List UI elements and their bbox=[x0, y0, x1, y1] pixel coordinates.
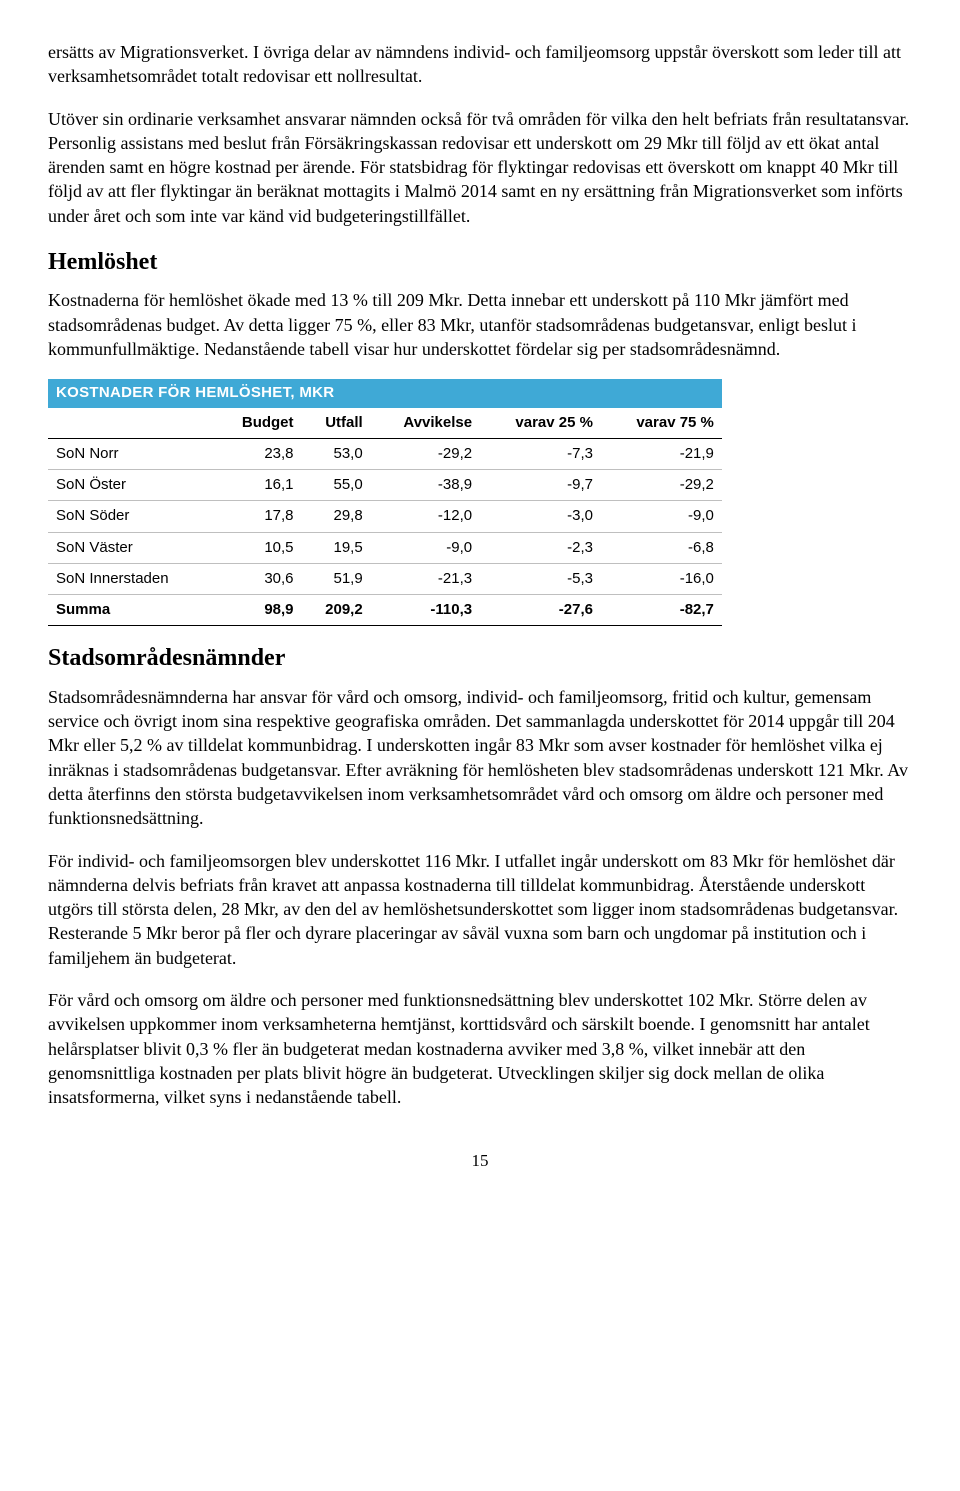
cell: 10,5 bbox=[214, 532, 301, 563]
cell: -3,0 bbox=[480, 501, 601, 532]
cell: -12,0 bbox=[371, 501, 480, 532]
col-varav75: varav 75 % bbox=[601, 408, 722, 439]
cell: 55,0 bbox=[302, 470, 371, 501]
cell: SoN Innerstaden bbox=[48, 563, 214, 594]
col-varav25: varav 25 % bbox=[480, 408, 601, 439]
table-row: SoN Innerstaden 30,6 51,9 -21,3 -5,3 -16… bbox=[48, 563, 722, 594]
col-utfall: Utfall bbox=[302, 408, 371, 439]
cell: -110,3 bbox=[371, 595, 480, 626]
cell: SoN Väster bbox=[48, 532, 214, 563]
table-row: SoN Söder 17,8 29,8 -12,0 -3,0 -9,0 bbox=[48, 501, 722, 532]
paragraph-intro-1: ersätts av Migrationsverket. I övriga de… bbox=[48, 40, 912, 89]
paragraph-stadsomrade-1: Stadsområdesnämnderna har ansvar för vår… bbox=[48, 685, 912, 831]
table-sum-row: Summa 98,9 209,2 -110,3 -27,6 -82,7 bbox=[48, 595, 722, 626]
table-hemloshet-kostnader: KOSTNADER FÖR HEMLÖSHET, MKR Budget Utfa… bbox=[48, 379, 722, 626]
page-number: 15 bbox=[48, 1150, 912, 1173]
cell: 16,1 bbox=[214, 470, 301, 501]
cell: -27,6 bbox=[480, 595, 601, 626]
col-blank bbox=[48, 408, 214, 439]
cell: 17,8 bbox=[214, 501, 301, 532]
paragraph-hemloshet: Kostnaderna för hemlöshet ökade med 13 %… bbox=[48, 288, 912, 361]
cell: -38,9 bbox=[371, 470, 480, 501]
cell: -21,9 bbox=[601, 438, 722, 469]
cell: 23,8 bbox=[214, 438, 301, 469]
cell: SoN Norr bbox=[48, 438, 214, 469]
cell: SoN Söder bbox=[48, 501, 214, 532]
cell: SoN Öster bbox=[48, 470, 214, 501]
table-row: SoN Norr 23,8 53,0 -29,2 -7,3 -21,9 bbox=[48, 438, 722, 469]
heading-stadsomradesnamder: Stadsområdesnämnder bbox=[48, 642, 912, 674]
cell: 209,2 bbox=[302, 595, 371, 626]
cell: -2,3 bbox=[480, 532, 601, 563]
cell: 29,8 bbox=[302, 501, 371, 532]
cell: -5,3 bbox=[480, 563, 601, 594]
table-row: SoN Öster 16,1 55,0 -38,9 -9,7 -29,2 bbox=[48, 470, 722, 501]
cell: -9,0 bbox=[371, 532, 480, 563]
heading-hemloshet: Hemlöshet bbox=[48, 246, 912, 278]
cell: -29,2 bbox=[601, 470, 722, 501]
cell: 30,6 bbox=[214, 563, 301, 594]
paragraph-stadsomrade-2: För individ- och familjeomsorgen blev un… bbox=[48, 849, 912, 970]
cell: -16,0 bbox=[601, 563, 722, 594]
cell: -6,8 bbox=[601, 532, 722, 563]
table-row: SoN Väster 10,5 19,5 -9,0 -2,3 -6,8 bbox=[48, 532, 722, 563]
cell: -9,7 bbox=[480, 470, 601, 501]
cell: 19,5 bbox=[302, 532, 371, 563]
paragraph-stadsomrade-3: För vård och omsorg om äldre och persone… bbox=[48, 988, 912, 1109]
cell: -7,3 bbox=[480, 438, 601, 469]
paragraph-intro-2: Utöver sin ordinarie verksamhet ansvarar… bbox=[48, 107, 912, 228]
col-budget: Budget bbox=[214, 408, 301, 439]
table-title: KOSTNADER FÖR HEMLÖSHET, MKR bbox=[48, 379, 722, 407]
cell: Summa bbox=[48, 595, 214, 626]
cell: -21,3 bbox=[371, 563, 480, 594]
cell: 51,9 bbox=[302, 563, 371, 594]
cell: -29,2 bbox=[371, 438, 480, 469]
cell: 98,9 bbox=[214, 595, 301, 626]
cell: 53,0 bbox=[302, 438, 371, 469]
cell: -82,7 bbox=[601, 595, 722, 626]
cell: -9,0 bbox=[601, 501, 722, 532]
col-avvikelse: Avvikelse bbox=[371, 408, 480, 439]
